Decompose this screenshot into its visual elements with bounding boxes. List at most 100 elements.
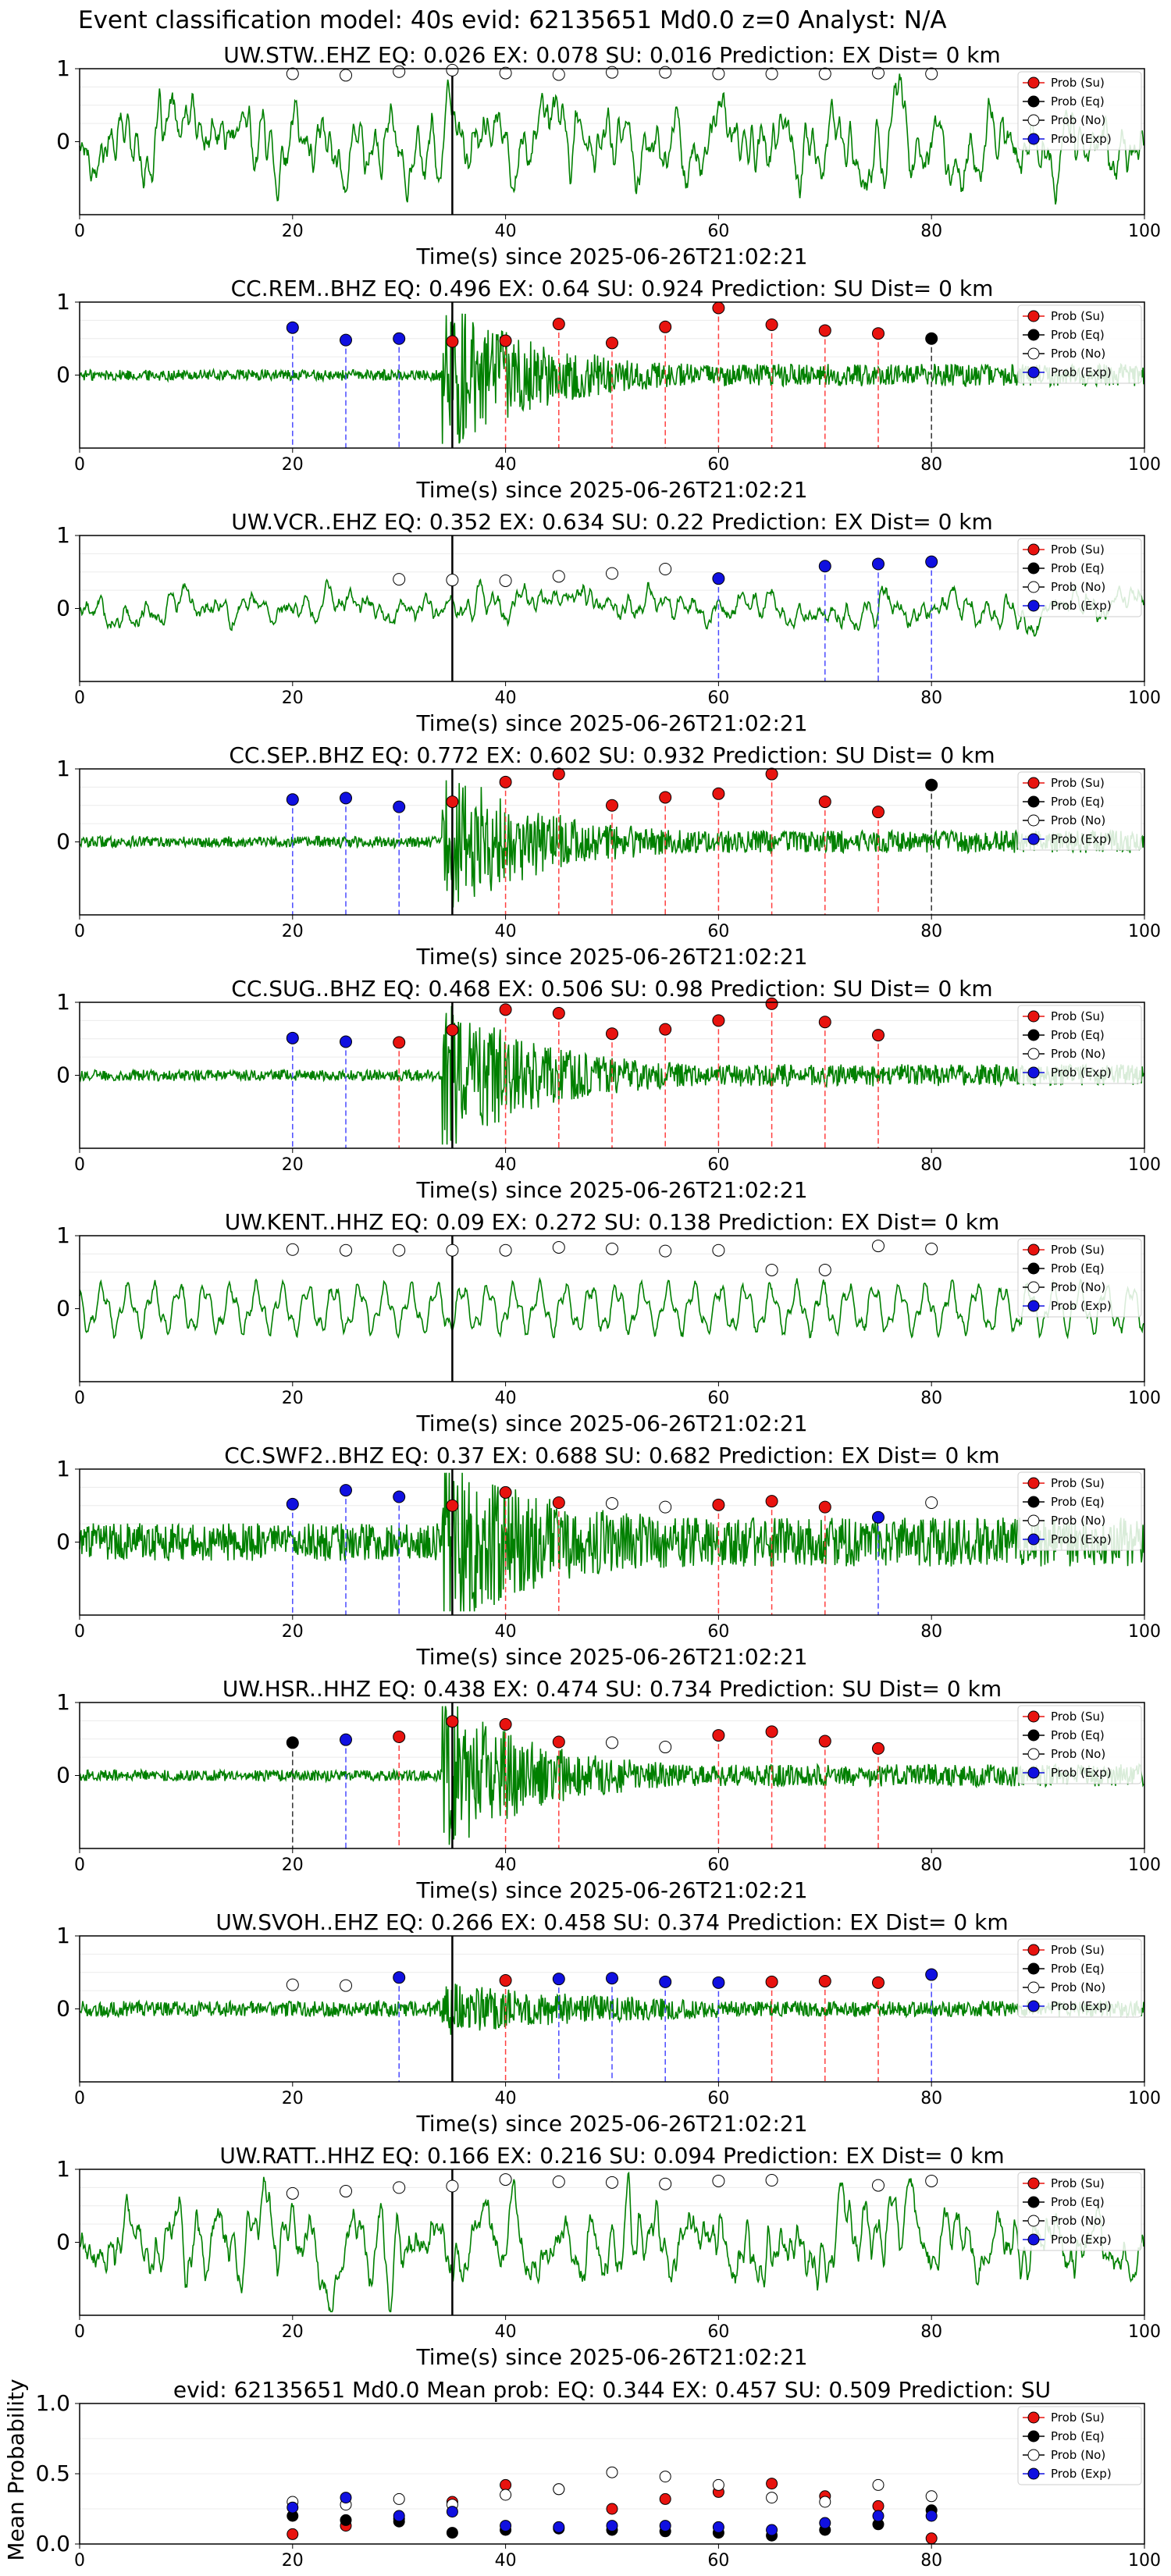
prob-point-No <box>606 1736 618 1749</box>
legend-label-Su: Prob (Su) <box>1051 309 1105 323</box>
legend-label-Eq: Prob (Eq) <box>1051 328 1105 342</box>
x-tick-label-8-20: 20 <box>282 1856 304 1875</box>
mean-point-No <box>872 2478 884 2491</box>
prob-point-No <box>606 567 618 580</box>
x-tick-label-1-20: 20 <box>282 222 304 241</box>
legend-marker-No <box>1027 2449 1040 2461</box>
x-axis-label: Time(s) since 2025-06-26T21:02:21 <box>415 1177 807 1203</box>
x-tick-label-9-40: 40 <box>495 2089 517 2108</box>
station-panel-4: CC.SEP..BHZ EQ: 0.772 EX: 0.602 SU: 0.93… <box>56 742 1145 970</box>
x-tick-label-2-0: 0 <box>74 455 85 475</box>
prob-point-No <box>286 1978 299 1991</box>
prob-point-No <box>552 2175 565 2188</box>
station-panel-6: UW.KENT..HHZ EQ: 0.09 EX: 0.272 SU: 0.13… <box>56 1209 1145 1436</box>
x-tick-label-5-60: 60 <box>707 1155 729 1175</box>
prob-point-No <box>872 1240 884 1253</box>
prob-point-Su <box>872 1029 884 1042</box>
mean-point-No <box>712 2478 724 2491</box>
prob-point-Su <box>818 1735 831 1748</box>
panel-title: CC.REM..BHZ EQ: 0.496 EX: 0.64 SU: 0.924… <box>231 276 994 301</box>
prob-point-Su <box>393 1036 406 1049</box>
legend-marker-Exp <box>1027 2233 1040 2246</box>
legend-label-Su: Prob (Su) <box>1051 1943 1105 1957</box>
legend-marker-No <box>1027 1514 1040 1527</box>
y-tick-label: 1 <box>56 1689 70 1715</box>
x-tick-label-4-40: 40 <box>495 922 517 941</box>
prob-point-Su <box>499 334 512 347</box>
x-axis-label: Time(s) since 2025-06-26T21:02:21 <box>415 2111 807 2137</box>
prob-point-No <box>606 1242 618 1255</box>
legend-marker-Eq <box>1027 2196 1040 2208</box>
x-tick-label-1-80: 80 <box>920 222 942 241</box>
x-tick-label-3-20: 20 <box>282 688 304 708</box>
prob-point-Exp <box>393 800 406 813</box>
x-tick-label: 20 <box>282 2551 304 2571</box>
prob-point-Exp <box>659 1975 672 1988</box>
mean-point-Exp <box>925 2510 938 2522</box>
legend-label-Su: Prob (Su) <box>1051 2411 1105 2425</box>
prob-point-Su <box>712 301 725 315</box>
prob-point-Eq <box>925 778 938 792</box>
legend-label-No: Prob (No) <box>1051 2448 1105 2462</box>
prob-point-No <box>659 1741 672 1754</box>
mean-point-Exp <box>712 2521 724 2533</box>
prob-point-Su <box>872 1976 884 1989</box>
x-tick-label-5-0: 0 <box>74 1155 85 1175</box>
legend-11: Prob (Su) Prob (Eq) Prob (No) Prob (Exp) <box>1017 2406 1142 2485</box>
prob-point-No <box>606 2176 618 2189</box>
legend-marker-Eq <box>1027 795 1040 808</box>
x-tick-label-3-80: 80 <box>920 688 942 708</box>
y-tick-label: 1 <box>56 989 70 1015</box>
prob-point-Su <box>606 336 618 350</box>
legend-8: Prob (Su) Prob (Eq) Prob (No) Prob (Exp) <box>1017 1705 1142 1784</box>
prob-point-No <box>606 1496 618 1510</box>
prob-point-No <box>446 1244 459 1257</box>
legend-label-Eq: Prob (Eq) <box>1051 795 1105 809</box>
prob-point-No <box>925 2174 938 2187</box>
waveform-trace <box>79 1706 1144 1845</box>
prob-point-No <box>712 1244 725 1257</box>
legend-frame <box>1017 1705 1142 1784</box>
prob-point-Su <box>446 795 459 809</box>
legend-marker-Eq <box>1027 1729 1040 1742</box>
mean-probability-panel: evid: 62135651 Md0.0 Mean prob: EQ: 0.34… <box>3 2377 1161 2571</box>
mean-panel-title: evid: 62135651 Md0.0 Mean prob: EQ: 0.34… <box>173 2377 1051 2403</box>
mean-point-Su <box>500 2478 512 2491</box>
legend-marker-Su <box>1027 1010 1040 1023</box>
prob-point-Exp <box>818 560 831 573</box>
x-tick-label-7-20: 20 <box>282 1622 304 1642</box>
prob-point-Su <box>818 1500 831 1514</box>
legend-marker-Eq <box>1027 329 1040 341</box>
prob-point-No <box>818 1263 831 1276</box>
legend-frame <box>1017 1471 1142 1551</box>
legend-label-Eq: Prob (Eq) <box>1051 1962 1105 1976</box>
prob-point-No <box>393 2181 406 2194</box>
legend-label-Su: Prob (Su) <box>1051 776 1105 790</box>
legend-marker-No <box>1027 1981 1040 1994</box>
legend-marker-Eq <box>1027 1496 1040 1508</box>
prob-point-No <box>340 1244 352 1257</box>
waveform-trace <box>79 1276 1144 1340</box>
y-tick-label: 1 <box>56 1456 70 1482</box>
x-tick-label-10-40: 40 <box>495 2322 517 2342</box>
prob-point-Su <box>552 1496 565 1510</box>
station-panel-8: UW.HSR..HHZ EQ: 0.438 EX: 0.474 SU: 0.73… <box>56 1676 1145 1903</box>
legend-marker-Eq <box>1027 95 1040 108</box>
prob-point-Su <box>606 799 618 812</box>
prob-point-No <box>925 1242 938 1255</box>
waveform-trace <box>79 73 1144 205</box>
mean-point-No <box>819 2496 831 2508</box>
x-axis-label: Time(s) since 2025-06-26T21:02:21 <box>415 944 807 970</box>
x-tick-label-9-60: 60 <box>707 2089 729 2108</box>
legend-label-Eq: Prob (Eq) <box>1051 1728 1105 1742</box>
y-tick-label: 0.5 <box>35 2460 70 2486</box>
legend-label-No: Prob (No) <box>1051 1280 1105 1294</box>
prob-point-Exp <box>340 1733 352 1746</box>
legend-7: Prob (Su) Prob (Eq) Prob (No) Prob (Exp) <box>1017 1471 1142 1551</box>
prob-point-No <box>606 66 618 79</box>
plot-area <box>80 2169 1144 2315</box>
x-tick-label-5-100: 100 <box>1128 1155 1161 1175</box>
prob-point-No <box>340 69 352 82</box>
legend-3: Prob (Su) Prob (Eq) Prob (No) Prob (Exp) <box>1017 538 1142 617</box>
legend-label-Eq: Prob (Eq) <box>1051 94 1105 109</box>
